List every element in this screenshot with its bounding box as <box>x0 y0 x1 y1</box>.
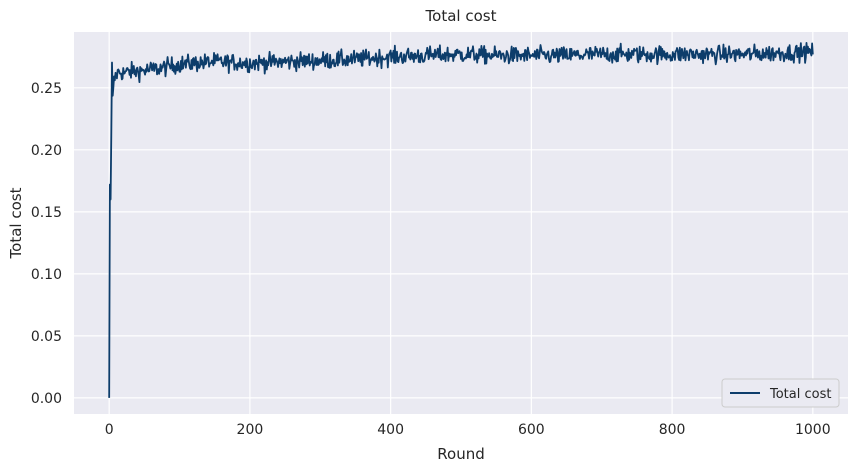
y-tick-label: 0.25 <box>31 81 62 97</box>
y-axis-title: Total cost <box>7 187 25 259</box>
series-line-0 <box>108 42 814 398</box>
x-tick-label: 0 <box>105 422 114 438</box>
y-tick-label: 0.15 <box>31 205 62 221</box>
plot-background <box>74 32 848 414</box>
y-tick-label: 0.20 <box>31 143 62 159</box>
x-tick-label: 600 <box>518 422 545 438</box>
x-tick-label: 800 <box>659 422 686 438</box>
legend-box <box>721 378 840 408</box>
chart-title: Total cost <box>425 7 497 25</box>
x-axis-title: Round <box>437 445 484 463</box>
legend: Total cost <box>721 378 840 408</box>
x-tick-label: 200 <box>237 422 264 438</box>
grid-lines <box>74 32 848 414</box>
y-tick-label: 0.00 <box>31 391 62 407</box>
x-tick-label: 400 <box>377 422 404 438</box>
legend-label: Total cost <box>769 387 831 402</box>
x-tick-label: 1000 <box>795 422 831 438</box>
x-tick-labels: 0 200 400 600 800 1000 <box>105 422 831 438</box>
y-tick-labels: 0.00 0.05 0.10 0.15 0.20 0.25 <box>31 81 62 407</box>
y-tick-label: 0.05 <box>31 329 62 345</box>
series-lines <box>108 42 814 398</box>
y-tick-label: 0.10 <box>31 267 62 283</box>
